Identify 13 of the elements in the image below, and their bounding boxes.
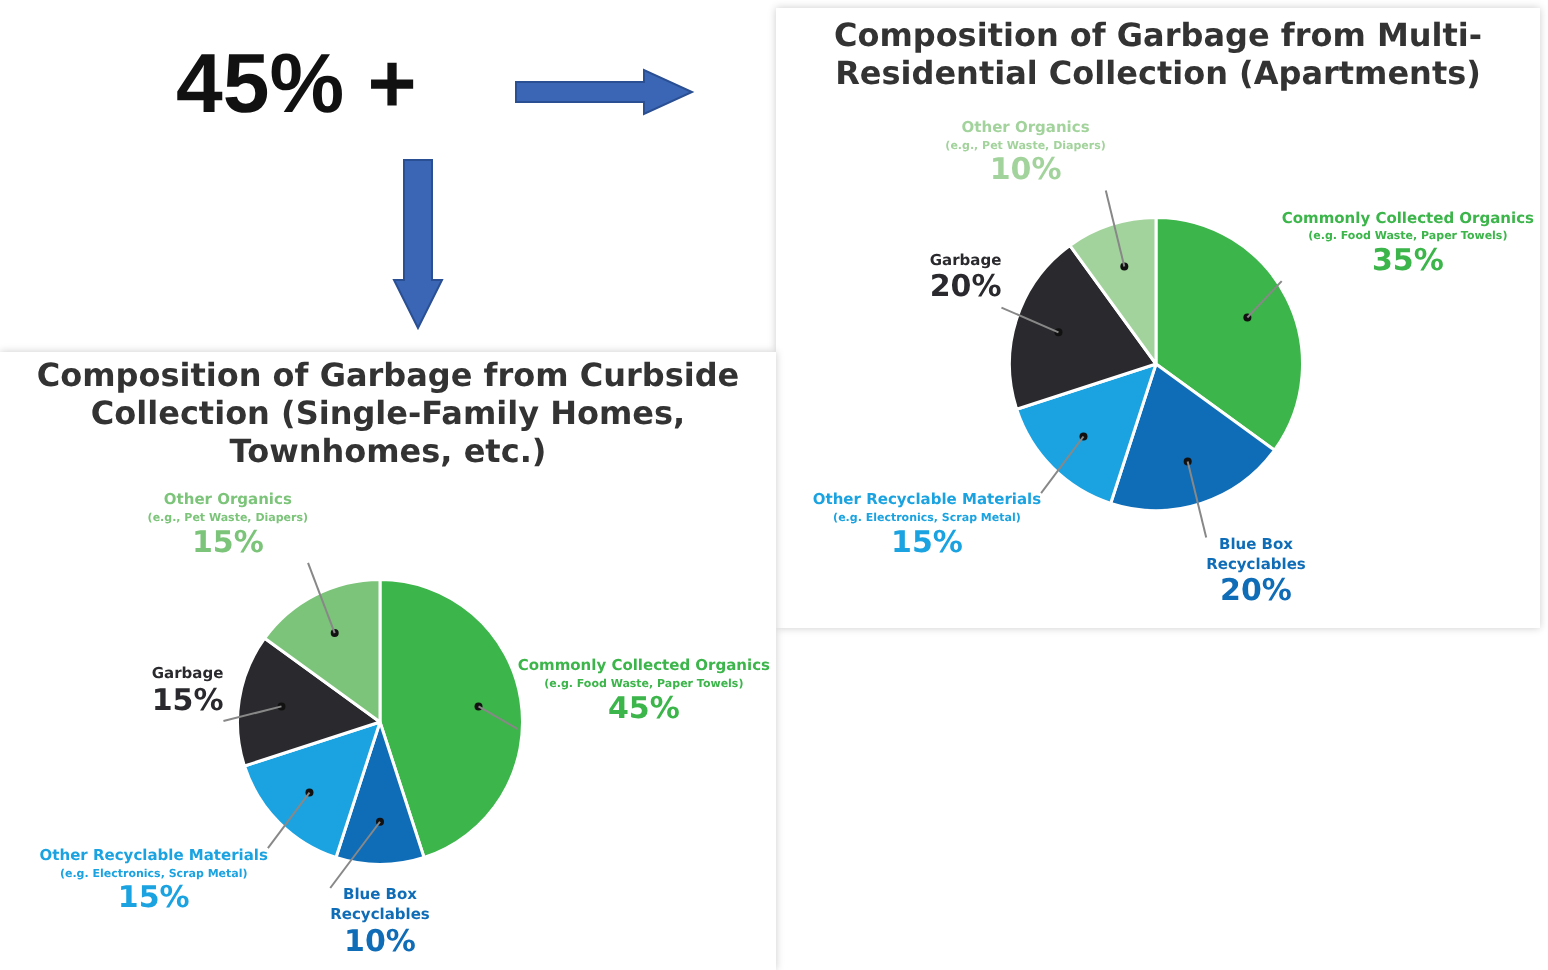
data-label: 15% — [151, 681, 224, 718]
data-label: 20% — [929, 268, 1002, 305]
data-label: 10% — [989, 151, 1062, 188]
data-label: 45% — [607, 689, 680, 726]
text: 45% + — [176, 36, 417, 132]
chart-title: Composition of Garbage from Multi-Residential Collection (Apartments) — [831, 16, 1485, 92]
data-label: 20% — [1220, 572, 1292, 609]
data-label: 15% — [117, 879, 190, 915]
data-label: 15% — [891, 523, 963, 560]
chart-title: Composition of Garbage from Curbside Collection (Single-Family Homes, Townhomes, etc.) — [34, 356, 742, 470]
data-label: 35% — [1371, 241, 1444, 278]
data-label: 15% — [191, 523, 264, 560]
data-label: 10% — [344, 922, 416, 959]
